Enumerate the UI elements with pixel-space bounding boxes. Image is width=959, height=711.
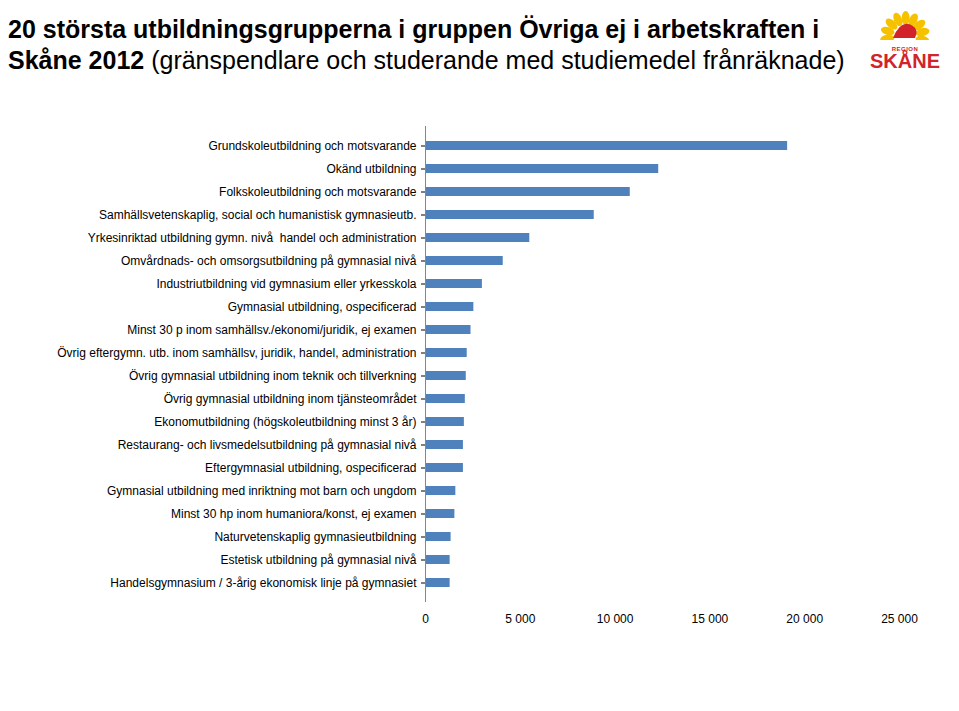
svg-text:20 000: 20 000 (786, 612, 823, 626)
svg-text:Naturvetenskaplig gymnasieutbi: Naturvetenskaplig gymnasieutbildning (214, 530, 416, 544)
svg-text:Gymnasial utbildning med inrik: Gymnasial utbildning med inriktning mot … (107, 484, 417, 498)
svg-text:10 000: 10 000 (597, 612, 634, 626)
svg-text:Folkskoleutbildning och motsva: Folkskoleutbildning och motsvarande (219, 185, 417, 199)
svg-text:Industriutbildning vid gymnasi: Industriutbildning vid gymnasium eller y… (156, 277, 416, 291)
svg-text:25 000: 25 000 (881, 612, 918, 626)
svg-text:5 000: 5 000 (505, 612, 535, 626)
svg-text:Yrkesinriktad utbildning gymn.: Yrkesinriktad utbildning gymn. nivå hand… (88, 231, 417, 245)
svg-text:Omvårdnads- och omsorgsutbildn: Omvårdnads- och omsorgsutbildning på gym… (121, 254, 417, 268)
svg-text:Okänd utbildning: Okänd utbildning (326, 162, 416, 176)
svg-text:Eftergymnasial utbildning, osp: Eftergymnasial utbildning, ospecificerad (205, 461, 416, 475)
svg-text:Handelsgymnasium / 3-årig ekon: Handelsgymnasium / 3-årig ekonomisk linj… (110, 576, 417, 590)
svg-text:Grundskoleutbildning och motsv: Grundskoleutbildning och motsvarande (208, 139, 416, 153)
svg-text:15 000: 15 000 (692, 612, 729, 626)
svg-text:Estetisk utbildning på gymnasi: Estetisk utbildning på gymnasial nivå (220, 553, 416, 567)
svg-text:Minst 30 hp inom humaniora/kon: Minst 30 hp inom humaniora/konst, ej exa… (171, 507, 416, 521)
svg-text:0: 0 (422, 612, 429, 626)
svg-text:Restaurang- och livsmedelsutbi: Restaurang- och livsmedelsutbildning på … (118, 438, 417, 452)
html-text:REGION: REGION (891, 46, 919, 52)
html-text:20 största utbildningsgruppern: 20 största utbildningsgrupperna i gruppe… (8, 15, 845, 74)
svg-text:Övrig eftergymn. utb. inom sam: Övrig eftergymn. utb. inom samhällsv, ju… (57, 346, 416, 360)
html-text:SKÅNE: SKÅNE (870, 50, 940, 72)
svg-text:Ekonomutbildning (högskoleutbi: Ekonomutbildning (högskoleutbildning min… (154, 415, 416, 429)
svg-text:Samhällsvetenskaplig, social o: Samhällsvetenskaplig, social och humanis… (99, 208, 417, 222)
svg-text:Övrig gymnasial utbildning ino: Övrig gymnasial utbildning inom teknik o… (129, 369, 416, 383)
svg-text:Övrig gymnasial utbildning ino: Övrig gymnasial utbildning inom tjänsteo… (164, 392, 417, 406)
svg-text:Minst 30 p inom samhällsv./eko: Minst 30 p inom samhällsv./ekonomi/jurid… (127, 323, 416, 337)
svg-text:Gymnasial utbildning, ospecifi: Gymnasial utbildning, ospecificerad (228, 300, 417, 314)
